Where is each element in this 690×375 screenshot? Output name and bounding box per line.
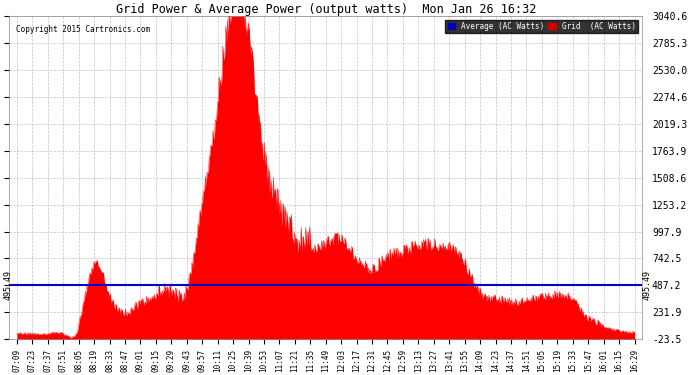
Text: 495.49: 495.49 xyxy=(3,270,12,300)
Text: 495.49: 495.49 xyxy=(642,270,651,300)
Legend: Average (AC Watts), Grid  (AC Watts): Average (AC Watts), Grid (AC Watts) xyxy=(445,20,638,33)
Text: Copyright 2015 Cartronics.com: Copyright 2015 Cartronics.com xyxy=(15,26,150,34)
Title: Grid Power & Average Power (output watts)  Mon Jan 26 16:32: Grid Power & Average Power (output watts… xyxy=(115,3,536,16)
